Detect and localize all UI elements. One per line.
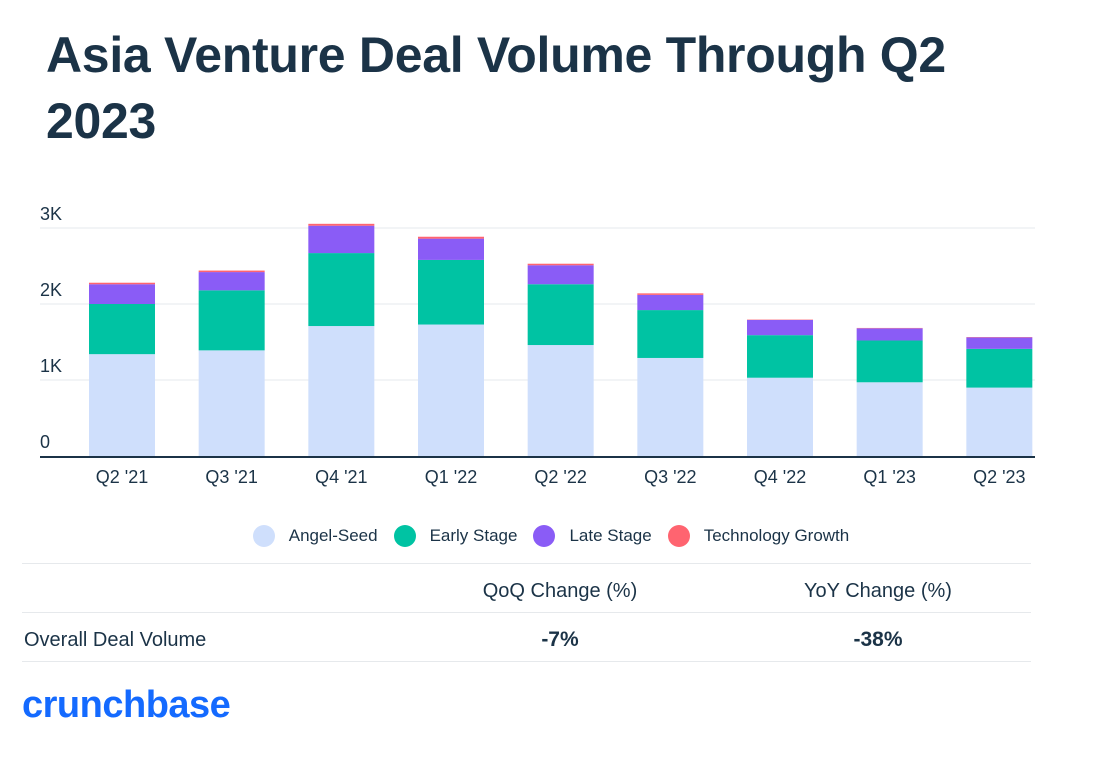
bar-segment-late-stage xyxy=(418,238,484,260)
bar-segment-angel-seed xyxy=(527,345,594,456)
legend-swatch-early-stage xyxy=(393,525,416,547)
x-tick-label: Q2 '22 xyxy=(534,467,586,487)
row-label: Overall Deal Volume xyxy=(24,629,207,651)
bar-segment-angel-seed xyxy=(637,357,704,456)
bar-segment-angel-seed xyxy=(966,387,1033,456)
table-divider xyxy=(22,661,1031,662)
bar-segment-late-stage xyxy=(308,225,375,254)
bar-segment-late-stage xyxy=(89,284,155,304)
x-tick-label: Q1 '23 xyxy=(863,467,915,487)
table-divider xyxy=(22,612,1031,613)
bar-segment-late-stage xyxy=(198,272,265,291)
bar-segment-early-stage xyxy=(198,290,265,351)
legend-item-technology-growth: Technology Growth xyxy=(667,525,850,547)
table-header-row: QoQ Change (%) YoY Change (%) xyxy=(22,564,1031,612)
legend-label-technology-growth: Technology Growth xyxy=(703,526,850,545)
qoq-value: -7% xyxy=(541,628,579,651)
table-row: Overall Deal Volume -7% -38% xyxy=(22,613,1031,661)
chart-legend: Angel-Seed Early Stage Late Stage Techno… xyxy=(0,525,1104,547)
y-tick-label: 2K xyxy=(40,280,62,300)
chart-title: Asia Venture Deal Volume Through Q2 2023 xyxy=(46,27,946,149)
bar-segment-early-stage xyxy=(966,348,1033,388)
legend-label-angel-seed: Angel-Seed xyxy=(288,526,378,545)
qoq-header: QoQ Change (%) xyxy=(482,580,638,602)
bar-segment-angel-seed xyxy=(198,350,265,456)
table-divider xyxy=(22,563,1031,564)
bar-segment-technology-growth xyxy=(198,270,265,273)
x-tick-label: Q3 '21 xyxy=(205,467,257,487)
x-tick-label: Q2 '23 xyxy=(973,467,1025,487)
x-tick-label: Q1 '22 xyxy=(425,467,477,487)
bar-segment-early-stage xyxy=(418,259,484,325)
yoy-header: YoY Change (%) xyxy=(804,580,952,602)
y-tick-label: 3K xyxy=(40,204,62,224)
bar-segment-late-stage xyxy=(527,265,594,285)
x-tick-label: Q2 '21 xyxy=(96,467,148,487)
bar-segment-late-stage xyxy=(637,294,704,311)
bar-segment-late-stage xyxy=(966,337,1033,349)
change-table: QoQ Change (%) YoY Change (%) Overall De… xyxy=(22,563,1031,662)
bar-segment-technology-growth xyxy=(418,236,484,239)
bar-segment-technology-growth xyxy=(89,282,155,285)
bar-segment-early-stage xyxy=(637,310,704,358)
bar-segment-early-stage xyxy=(747,335,813,378)
bar-segment-late-stage xyxy=(747,319,813,336)
bar-segment-technology-growth xyxy=(308,223,375,226)
bar-segment-angel-seed xyxy=(89,354,155,456)
y-tick-label: 0 xyxy=(40,432,50,452)
legend-swatch-technology-growth xyxy=(667,525,690,547)
crunchbase-logo: crunchbase xyxy=(22,684,231,726)
bar-segment-early-stage xyxy=(89,304,155,355)
bar-segment-angel-seed xyxy=(308,326,375,456)
legend-item-angel-seed: Angel-Seed xyxy=(252,525,378,547)
bar-segment-early-stage xyxy=(856,340,923,383)
y-tick-label: 1K xyxy=(40,356,62,376)
x-tick-label: Q4 '22 xyxy=(754,467,806,487)
x-tick-label: Q4 '21 xyxy=(315,467,367,487)
bar-segment-angel-seed xyxy=(747,377,813,456)
legend-swatch-late-stage xyxy=(533,525,556,547)
yoy-value: -38% xyxy=(853,628,903,651)
x-tick-label: Q3 '22 xyxy=(644,467,696,487)
bar-segment-early-stage xyxy=(527,284,594,346)
stacked-bar-chart: 0 1K 2K 3K Q2 '21 Q3 '21 Q4 '21 Q1 '22 Q2 '22 Q3 … xyxy=(40,204,1035,487)
bar-segment-early-stage xyxy=(308,253,375,327)
bar-segment-technology-growth xyxy=(637,293,704,295)
legend-item-late-stage: Late Stage xyxy=(533,525,652,547)
legend-label-late-stage: Late Stage xyxy=(569,526,652,545)
bar-segment-angel-seed xyxy=(856,382,923,456)
legend-swatch-angel-seed xyxy=(252,525,275,547)
legend-item-early-stage: Early Stage xyxy=(393,525,518,547)
bar-segment-technology-growth xyxy=(527,263,594,266)
legend-label-early-stage: Early Stage xyxy=(429,526,518,545)
bar-segment-angel-seed xyxy=(418,324,484,456)
bar-segment-late-stage xyxy=(856,328,923,341)
